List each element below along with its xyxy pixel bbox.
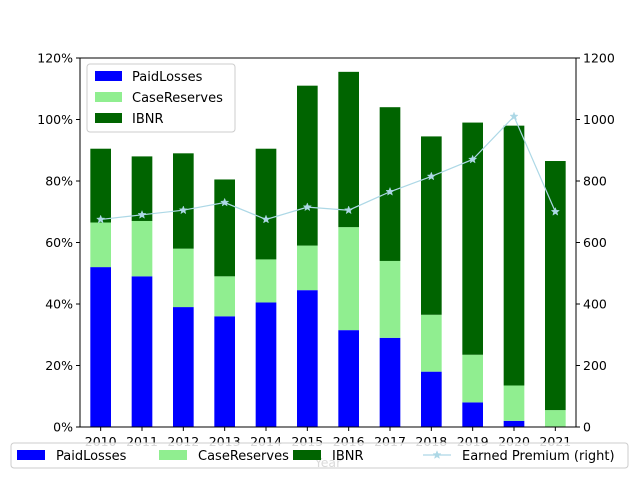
bar-casereserves-2021 [545,410,566,427]
upper-legend-label-casereserves: CaseReserves [132,91,223,106]
right-tick-label: 800 [583,174,607,189]
lower-legend-label-1: CaseReserves [198,449,289,464]
bar-ibnr-2016 [338,71,359,228]
bar-casereserves-2020 [503,385,525,421]
bar-paidlosses-2013 [214,316,235,427]
earned-premium-point-2011 [137,209,147,219]
left-tick-label: 0% [53,420,73,435]
bar-casereserves-2012 [173,248,194,308]
bar-casereserves-2015 [297,245,318,291]
earned-premium-line [100,115,556,221]
earned-premium-point-2015 [302,202,312,212]
right-tick-label: 1200 [583,51,615,66]
earned-premium-point-2012 [178,205,188,215]
right-tick-label: 200 [583,358,607,373]
earned-premium-point-2017 [385,186,395,196]
bar-paidlosses-2018 [421,371,442,427]
bar-ibnr-2021 [545,161,566,411]
bar-ibnr-2020 [503,125,525,386]
left-tick-label: 80% [45,174,73,189]
earned-premium-point-2010 [96,214,106,224]
earned-premium-point-2013 [220,197,230,207]
upper-legend-label-paidlosses: PaidLosses [132,70,203,85]
bar-ibnr-2019 [462,122,483,355]
bar-paidlosses-2020 [503,420,525,427]
bar-paidlosses-2015 [297,290,318,427]
earned-premium-point-2021 [550,206,560,216]
bar-casereserves-2016 [338,227,359,331]
bar-paidlosses-2011 [131,276,153,427]
bar-casereserves-2010 [90,222,111,268]
left-tick-label: 60% [45,235,73,250]
earned-premium-point-2016 [344,205,354,215]
bar-ibnr-2015 [297,85,318,246]
bar-paidlosses-2017 [379,337,401,427]
upper-legend-label-ibnr: IBNR [132,112,164,127]
bar-ibnr-2010 [90,148,111,223]
bar-paidlosses-2016 [338,330,359,427]
left-tick-label: 20% [45,358,73,373]
left-tick-label: 40% [45,297,73,312]
bar-ibnr-2014 [255,148,277,260]
earned-premium-point-2014 [261,214,271,224]
bar-casereserves-2017 [379,260,401,338]
left-tick-label: 120% [37,51,73,66]
bar-ibnr-2012 [173,153,194,249]
bar-paidlosses-2010 [90,267,111,427]
lower-legend-label-2: IBNR [332,449,364,464]
bar-casereserves-2014 [255,259,277,303]
bar-casereserves-2013 [214,276,235,317]
bar-ibnr-2011 [131,156,153,221]
lower-legend-swatch-paidlosses [17,450,45,460]
right-tick-label: 0 [583,420,591,435]
bar-ibnr-2017 [379,107,401,261]
right-tick-label: 1000 [583,112,615,127]
right-tick-label: 600 [583,235,607,250]
left-tick-label: 100% [37,112,73,127]
upper-legend-swatch-paidlosses [95,71,122,81]
bar-paidlosses-2012 [173,307,194,427]
earned-premium-point-2020 [509,111,519,121]
bar-ibnr-2013 [214,179,235,277]
earned-premium-point-2019 [468,154,478,164]
bar-ibnr-2018 [421,136,442,315]
earned-premium-point-2018 [426,171,436,181]
lower-legend-swatch-casereserves [159,450,187,460]
bar-casereserves-2019 [462,354,483,403]
bar-paidlosses-2014 [255,302,277,427]
upper-legend-box [86,63,236,133]
right-tick-label: 400 [583,297,607,312]
lower-legend-marker-earned-premium [432,450,442,459]
bar-paidlosses-2019 [462,402,483,427]
upper-legend-swatch-casereserves [95,92,122,102]
lower-legend-swatch-ibnr [293,450,321,460]
upper-legend-swatch-ibnr [95,113,122,123]
lower-legend-label-0: PaidLosses [56,449,127,464]
bar-casereserves-2011 [131,220,153,277]
lower-legend-label-3: Earned Premium (right) [462,449,615,464]
bar-casereserves-2018 [421,314,442,372]
